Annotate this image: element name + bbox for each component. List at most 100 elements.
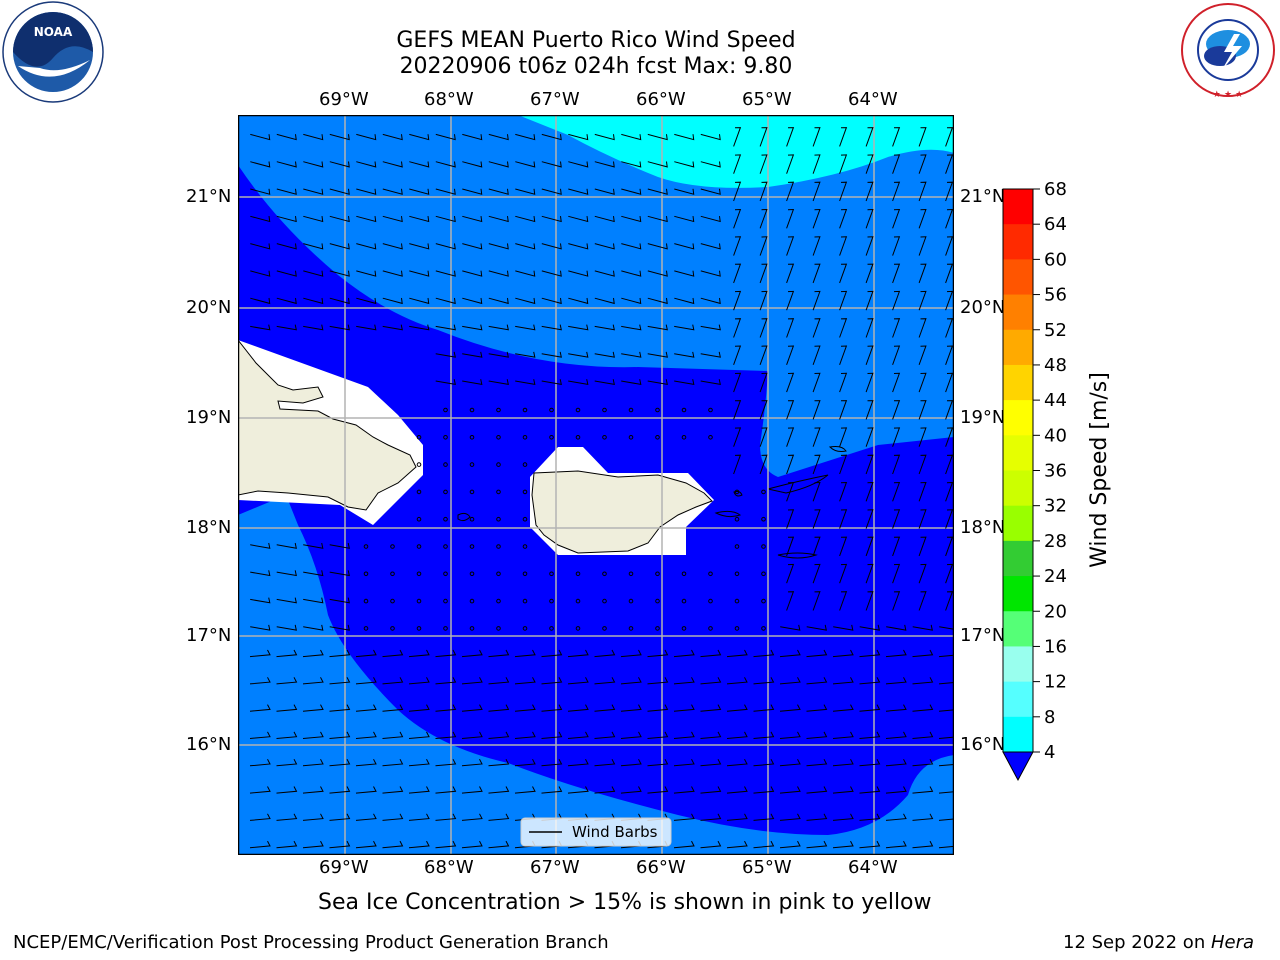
wind-barb: [761, 598, 766, 604]
colorbar-tick-label: 32: [1044, 496, 1067, 517]
wind-barb: [249, 649, 271, 658]
wind-barb: [786, 236, 795, 256]
wind-barb: [435, 270, 456, 277]
wind-barb: [806, 840, 828, 849]
lat-tick-left-4: 17°N: [186, 625, 232, 646]
wind-barb: [488, 188, 509, 195]
wind-barb: [515, 351, 536, 358]
wind-barb: [602, 435, 607, 440]
wind-barb: [786, 372, 795, 393]
wind-barb: [541, 677, 563, 685]
wind-barb: [329, 215, 350, 223]
colorbar-tick-label: 56: [1044, 285, 1067, 306]
colorbar-segment: [1003, 329, 1033, 366]
map-legend: Wind Barbs: [520, 817, 672, 847]
wind-barb: [409, 324, 430, 331]
wind-barb: [363, 544, 369, 549]
wind-barb: [865, 454, 874, 475]
lon-tick-top-1: 68°W: [424, 89, 474, 110]
wind-barb: [416, 435, 422, 440]
wind-barb: [786, 536, 795, 557]
wind-barb: [276, 243, 297, 250]
wind-barb: [621, 133, 642, 141]
wind-barb: [885, 649, 907, 658]
wind-barb: [912, 677, 934, 685]
wind-barb: [620, 758, 642, 767]
wind-barb: [885, 840, 907, 849]
wind-barb: [700, 188, 721, 195]
wind-barb: [938, 763, 954, 767]
wind-barb: [673, 677, 695, 685]
wind-barb: [443, 407, 448, 413]
wind-barb: [594, 379, 615, 386]
wind-barb: [409, 161, 430, 168]
wind-barb: [496, 544, 501, 549]
lat-tick-left-2: 19°N: [186, 407, 232, 428]
colorbar-tick-label: 28: [1044, 531, 1067, 552]
wind-barb: [839, 127, 848, 147]
wind-barb: [303, 542, 324, 549]
wind-barb: [938, 682, 954, 685]
colorbar-segment: [1003, 259, 1033, 296]
wind-barb: [865, 181, 874, 202]
wind-barb: [416, 626, 422, 631]
wind-barb: [674, 161, 695, 168]
wind-barb: [759, 263, 768, 284]
wind-barb: [250, 133, 271, 141]
wind-barb: [355, 704, 377, 712]
wind-barb: [892, 536, 901, 557]
wind-barb: [786, 154, 795, 174]
wind-barb: [568, 243, 589, 250]
wind-barb: [786, 563, 795, 584]
wind-barb: [812, 427, 821, 447]
wind-barb: [549, 626, 554, 631]
wind-barb: [250, 270, 271, 277]
wind-barb: [621, 215, 642, 223]
wind-barb: [568, 188, 589, 195]
wind-barb: [276, 813, 298, 821]
wind-barb: [408, 677, 430, 685]
wind-barb: [674, 324, 695, 331]
colorbar-tick-label: 36: [1044, 461, 1067, 482]
wind-barb: [759, 181, 768, 202]
wind-barb: [435, 758, 457, 767]
wind-barb: [812, 400, 821, 420]
wind-barb: [726, 731, 748, 739]
wind-barb: [541, 731, 563, 739]
wind-barb: [806, 704, 828, 712]
wind-barb: [647, 758, 669, 767]
colorbar-tick-label: 44: [1044, 390, 1067, 411]
wind-barb: [726, 813, 748, 821]
lat-tick-left-3: 18°N: [186, 517, 232, 538]
wind-barb: [753, 840, 775, 849]
wind-barb: [865, 290, 874, 311]
wind-barb: [918, 481, 927, 502]
wind-barb: [276, 542, 297, 549]
chart-subtitle: 20220906 t06z 024h fcst Max: 9.80: [399, 54, 793, 79]
wind-barb: [812, 236, 821, 256]
wind-barb: [488, 813, 510, 821]
wind-barb: [886, 624, 907, 631]
wind-barb: [488, 133, 509, 141]
wind-barb: [390, 544, 395, 549]
wind-barb: [759, 318, 768, 338]
wind-barb: [382, 324, 403, 331]
wind-barb: [734, 544, 740, 549]
wind-barb: [753, 704, 775, 712]
lat-tick-left-0: 21°N: [186, 186, 232, 207]
wind-barb: [443, 571, 448, 577]
wind-barb: [250, 597, 271, 604]
wind-barb: [839, 236, 848, 256]
wind-barb: [812, 536, 821, 557]
wind-barb: [859, 813, 881, 821]
wind-barb: [918, 372, 927, 393]
wind-barb: [761, 571, 766, 577]
wind-barb: [408, 840, 430, 849]
wind-barb: [514, 731, 536, 739]
wind-barb: [303, 161, 324, 168]
wind-barb: [733, 290, 742, 311]
wind-barb: [435, 840, 457, 849]
wind-barb: [549, 435, 554, 440]
wind-barb: [892, 154, 901, 174]
wind-barb: [865, 263, 874, 284]
